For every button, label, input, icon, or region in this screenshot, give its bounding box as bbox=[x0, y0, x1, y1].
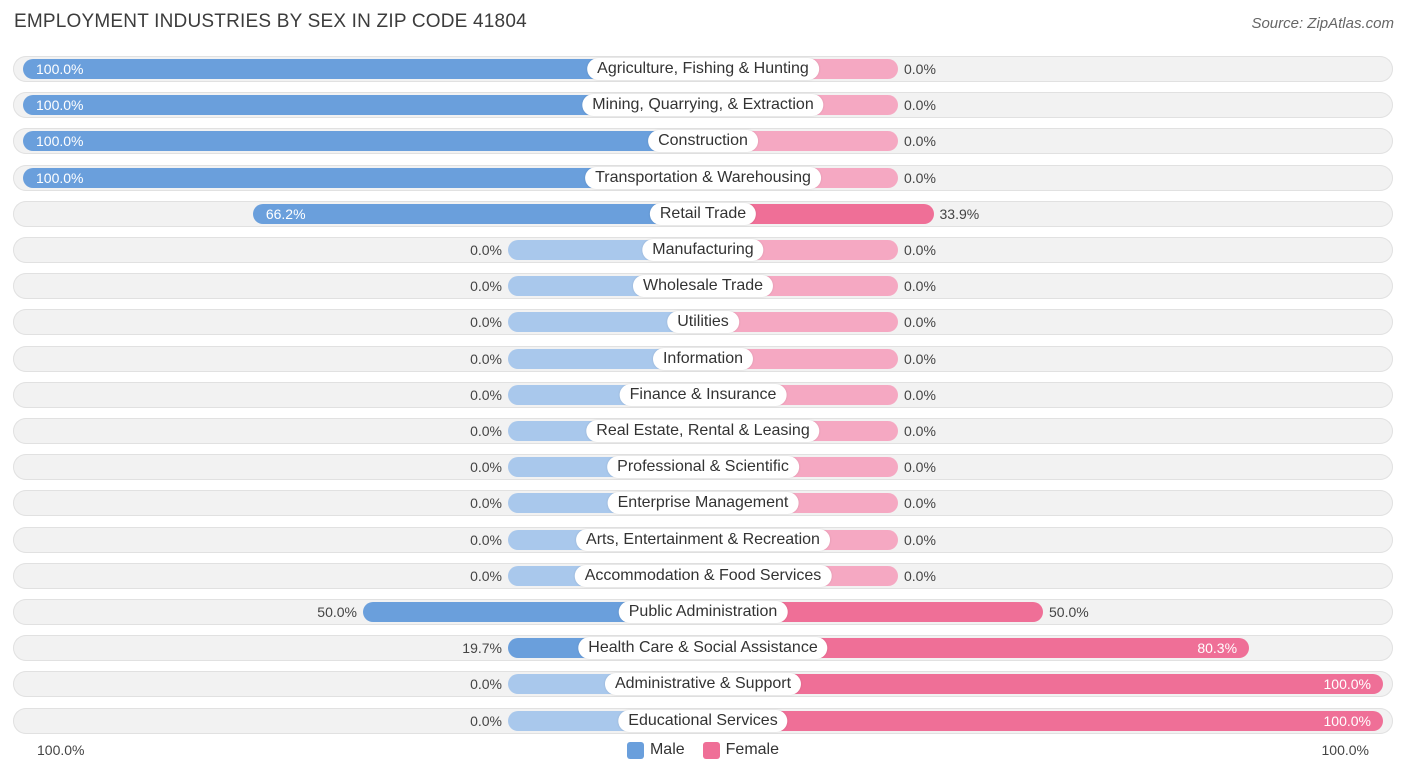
category-label: Arts, Entertainment & Recreation bbox=[576, 528, 830, 551]
female-value-label: 50.0% bbox=[1049, 604, 1089, 620]
category-label: Manufacturing bbox=[642, 239, 764, 261]
legend-label-female: Female bbox=[725, 741, 780, 758]
male-value-label: 100.0% bbox=[36, 133, 84, 150]
male-value-label: 0.0% bbox=[470, 495, 502, 512]
female-value-label: 80.3% bbox=[1197, 640, 1238, 657]
male-swatch bbox=[626, 741, 644, 759]
male-bar bbox=[23, 95, 703, 116]
axis-right-label: 100.0% bbox=[1321, 742, 1369, 758]
category-label: Agriculture, Fishing & Hunting bbox=[587, 58, 819, 80]
male-value-label: 0.0% bbox=[470, 459, 502, 476]
female-bar bbox=[703, 312, 898, 333]
male-bar bbox=[252, 203, 703, 224]
female-bar bbox=[703, 674, 1383, 695]
category-label: Educational Services bbox=[618, 709, 788, 732]
female-value-label: 0.0% bbox=[904, 314, 936, 331]
male-bar bbox=[508, 312, 703, 333]
female-bar bbox=[703, 638, 1250, 659]
category-label: Public Administration bbox=[618, 601, 788, 623]
male-value-label: 0.0% bbox=[470, 242, 502, 258]
category-label: Enterprise Management bbox=[607, 492, 799, 515]
category-label: Mining, Quarrying, & Extraction bbox=[582, 94, 824, 117]
female-value-label: 0.0% bbox=[904, 386, 936, 403]
male-value-label: 66.2% bbox=[265, 205, 306, 222]
male-bar bbox=[23, 167, 703, 188]
female-value-label: 0.0% bbox=[904, 133, 936, 150]
female-bar bbox=[703, 203, 934, 224]
category-label: Professional & Scientific bbox=[607, 456, 799, 479]
male-bar bbox=[363, 602, 703, 622]
category-label: Wholesale Trade bbox=[632, 275, 774, 298]
female-value-label: 0.0% bbox=[904, 242, 936, 258]
male-value-label: 100.0% bbox=[36, 61, 84, 77]
axis-left-label: 100.0% bbox=[37, 742, 85, 758]
female-value-label: 0.0% bbox=[904, 278, 936, 295]
male-value-label: 0.0% bbox=[470, 350, 502, 367]
chart-title: EMPLOYMENT INDUSTRIES BY SEX IN ZIP CODE… bbox=[14, 11, 527, 32]
female-value-label: 0.0% bbox=[904, 169, 936, 186]
male-bar bbox=[23, 59, 703, 79]
female-value-label: 33.9% bbox=[939, 205, 980, 222]
male-value-label: 0.0% bbox=[470, 712, 502, 729]
female-value-label: 0.0% bbox=[904, 567, 936, 584]
category-label: Transportation & Warehousing bbox=[585, 166, 821, 189]
category-label: Administrative & Support bbox=[604, 673, 802, 696]
category-label: Real Estate, Rental & Leasing bbox=[586, 420, 820, 442]
legend-item-male: Male bbox=[626, 741, 685, 759]
male-value-label: 0.0% bbox=[470, 567, 502, 584]
male-value-label: 0.0% bbox=[470, 531, 502, 548]
category-label: Construction bbox=[648, 130, 758, 153]
male-value-label: 0.0% bbox=[470, 423, 502, 439]
category-label: Retail Trade bbox=[649, 202, 757, 225]
male-value-label: 0.0% bbox=[470, 676, 502, 693]
category-label: Health Care & Social Assistance bbox=[578, 637, 828, 660]
male-value-label: 0.0% bbox=[470, 314, 502, 331]
male-value-label: 0.0% bbox=[470, 278, 502, 295]
male-value-label: 100.0% bbox=[36, 169, 84, 186]
female-value-label: 0.0% bbox=[904, 423, 936, 439]
female-value-label: 0.0% bbox=[904, 459, 936, 476]
category-label: Finance & Insurance bbox=[619, 383, 787, 406]
legend: Male Female bbox=[0, 741, 1406, 759]
category-label: Utilities bbox=[667, 311, 739, 334]
category-label: Accommodation & Food Services bbox=[574, 564, 832, 587]
male-value-label: 0.0% bbox=[470, 386, 502, 403]
male-value-label: 19.7% bbox=[462, 640, 502, 657]
legend-item-female: Female bbox=[702, 741, 780, 759]
female-value-label: 0.0% bbox=[904, 350, 936, 367]
female-value-label: 0.0% bbox=[904, 495, 936, 512]
female-bar bbox=[703, 602, 1043, 622]
source-credit: Source: ZipAtlas.com bbox=[1251, 15, 1394, 32]
male-bar bbox=[23, 131, 703, 152]
female-value-label: 100.0% bbox=[1323, 676, 1371, 693]
category-label: Information bbox=[652, 347, 754, 370]
male-value-label: 100.0% bbox=[36, 97, 84, 114]
female-value-label: 0.0% bbox=[904, 531, 936, 548]
female-value-label: 0.0% bbox=[904, 61, 936, 77]
female-value-label: 100.0% bbox=[1323, 712, 1371, 729]
female-value-label: 0.0% bbox=[904, 97, 936, 114]
male-value-label: 50.0% bbox=[317, 604, 357, 620]
female-bar bbox=[703, 710, 1383, 731]
female-swatch bbox=[702, 741, 720, 759]
legend-label-male: Male bbox=[649, 741, 685, 758]
